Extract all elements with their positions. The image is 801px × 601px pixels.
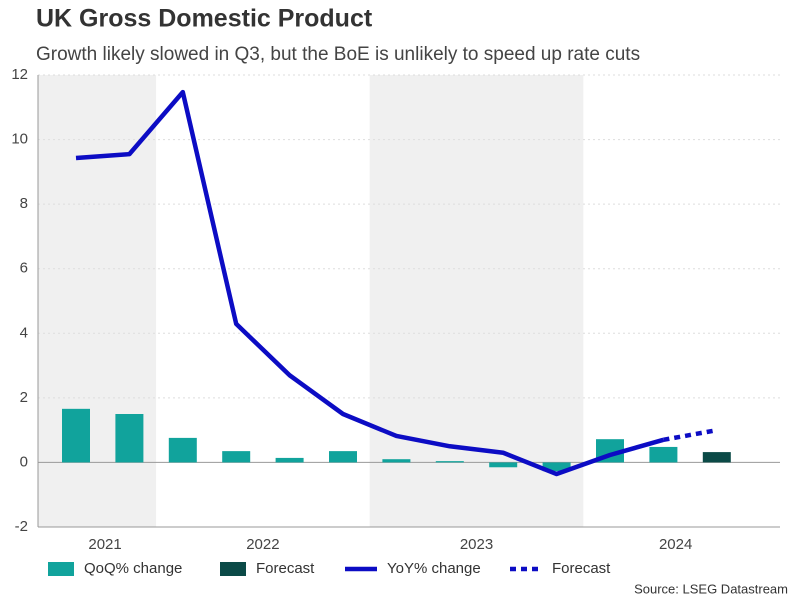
y-tick-label: 2 <box>20 389 28 406</box>
legend-label: Forecast <box>256 560 315 577</box>
bar <box>382 459 411 463</box>
x-tick-label: 2023 <box>460 536 493 553</box>
bar <box>542 462 571 472</box>
y-tick-label: -2 <box>15 518 28 535</box>
bar <box>435 461 464 463</box>
legend-label: YoY% change <box>387 560 481 577</box>
x-tick-label: 2022 <box>246 536 279 553</box>
bar <box>62 408 90 463</box>
bar <box>649 446 678 463</box>
bar <box>168 437 197 463</box>
bar <box>115 414 144 463</box>
chart-subtitle: Growth likely slowed in Q3, but the BoE … <box>36 44 640 65</box>
bar <box>702 452 731 463</box>
legend-label: Forecast <box>552 560 611 577</box>
bar <box>329 451 357 463</box>
bar <box>275 457 304 463</box>
chart-title: UK Gross Domestic Product <box>36 5 373 33</box>
y-tick-label: 10 <box>11 131 28 148</box>
legend-swatch <box>48 562 74 576</box>
bar <box>489 462 518 468</box>
y-tick-label: 6 <box>20 260 28 277</box>
y-tick-label: 0 <box>20 453 28 470</box>
y-tick-label: 8 <box>20 195 28 212</box>
bar <box>222 451 251 463</box>
line <box>662 427 718 443</box>
legend-swatch <box>220 562 246 576</box>
legend-label: QoQ% change <box>84 560 182 577</box>
line <box>75 89 665 477</box>
source: Source: LSEG Datastream <box>634 581 788 596</box>
x-tick-label: 2024 <box>659 536 692 553</box>
y-tick-label: 4 <box>20 324 28 341</box>
x-tick-label: 2021 <box>88 536 121 553</box>
y-tick-label: 12 <box>11 66 28 83</box>
